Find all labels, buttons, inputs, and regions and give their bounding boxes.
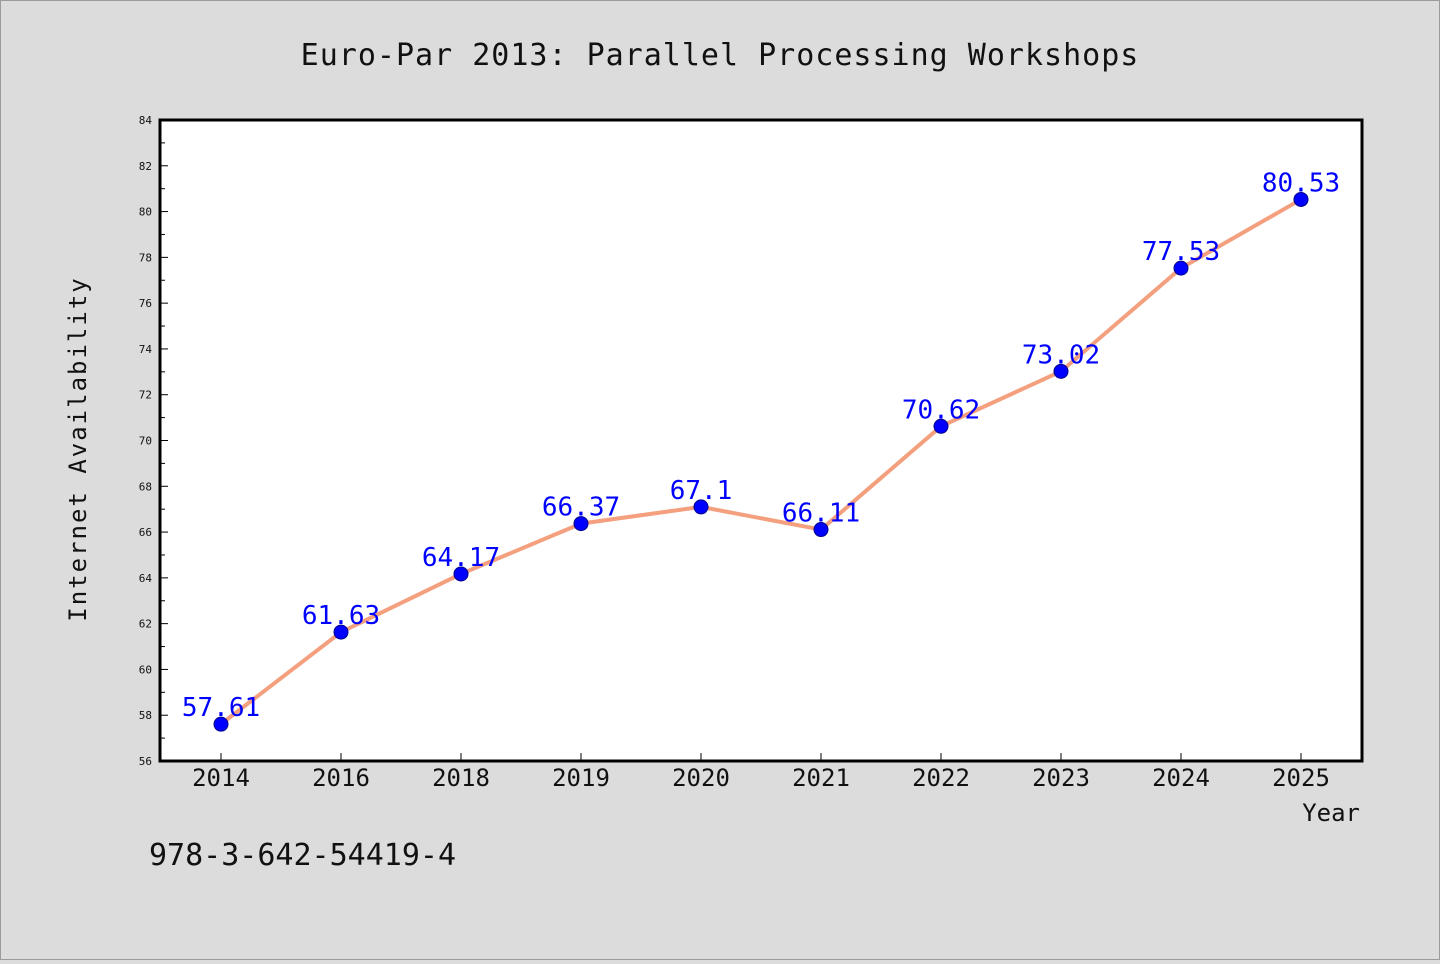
data-label: 61.63 — [302, 601, 380, 631]
data-label: 73.02 — [1022, 340, 1100, 370]
y-tick-label: 60 — [139, 663, 152, 676]
data-label: 67.1 — [670, 476, 733, 506]
data-point — [933, 418, 949, 434]
x-tick-label: 2022 — [912, 764, 970, 792]
isbn-footer: 978-3-642-54419-4 — [149, 838, 456, 873]
data-labels: 57.61 61.63 64.17 66.37 67.1 66.11 70.62 73.02 7… — [182, 168, 1340, 723]
data-point — [333, 624, 349, 640]
data-label: 57.61 — [182, 693, 260, 723]
x-tick-label: 2019 — [552, 764, 610, 792]
data-point — [1053, 363, 1069, 379]
x-tick-label: 2020 — [672, 764, 730, 792]
series-polyline — [219, 197, 1303, 727]
data-point — [1173, 260, 1189, 276]
y-tick-label: 62 — [139, 618, 152, 631]
data-point — [1293, 191, 1309, 207]
x-tick-label: 2014 — [192, 764, 250, 792]
y-tick-label: 64 — [139, 572, 153, 585]
data-label: 64.17 — [422, 543, 500, 573]
data-point — [573, 516, 589, 532]
plot-area — [158, 118, 1364, 763]
data-point — [813, 522, 829, 538]
y-axis: 56 58 60 62 64 66 68 70 72 74 76 78 80 82 84 — [139, 114, 168, 768]
data-point — [693, 499, 709, 515]
y-tick-label: 80 — [139, 206, 152, 219]
data-point — [213, 716, 229, 732]
data-label: 80.53 — [1262, 168, 1340, 198]
y-tick-label: 70 — [139, 435, 152, 448]
y-tick-label: 74 — [139, 343, 153, 356]
y-tick-label: 82 — [139, 160, 152, 173]
x-tick-label: 2023 — [1032, 764, 1090, 792]
x-axis: 2014 2016 2018 2019 2020 2021 2022 2023 2024 2025 — [192, 753, 1330, 792]
y-tick-label: 56 — [139, 755, 152, 768]
data-label: 77.53 — [1142, 237, 1220, 267]
data-label: 70.62 — [902, 395, 980, 425]
y-tick-label: 58 — [139, 709, 152, 722]
y-tick-label: 68 — [139, 480, 152, 493]
series-line — [219, 197, 1303, 727]
x-tick-label: 2016 — [312, 764, 370, 792]
x-tick-label: 2025 — [1272, 764, 1330, 792]
y-tick-label: 78 — [139, 251, 152, 264]
x-tick-label: 2021 — [792, 764, 850, 792]
x-tick-label: 2018 — [432, 764, 490, 792]
data-label: 66.11 — [782, 499, 860, 529]
y-tick-label: 84 — [139, 114, 153, 127]
chart-title: Euro-Par 2013: Parallel Processing Works… — [301, 38, 1140, 73]
y-axis-label: Internet Availability — [64, 276, 92, 621]
y-tick-label: 76 — [139, 297, 152, 310]
x-axis-label: Year — [1302, 799, 1360, 827]
y-tick-label: 72 — [139, 389, 152, 402]
data-label: 66.37 — [542, 493, 620, 523]
y-tick-label: 66 — [139, 526, 152, 539]
x-tick-label: 2024 — [1152, 764, 1210, 792]
series-markers — [213, 191, 1309, 732]
data-point — [453, 566, 469, 582]
